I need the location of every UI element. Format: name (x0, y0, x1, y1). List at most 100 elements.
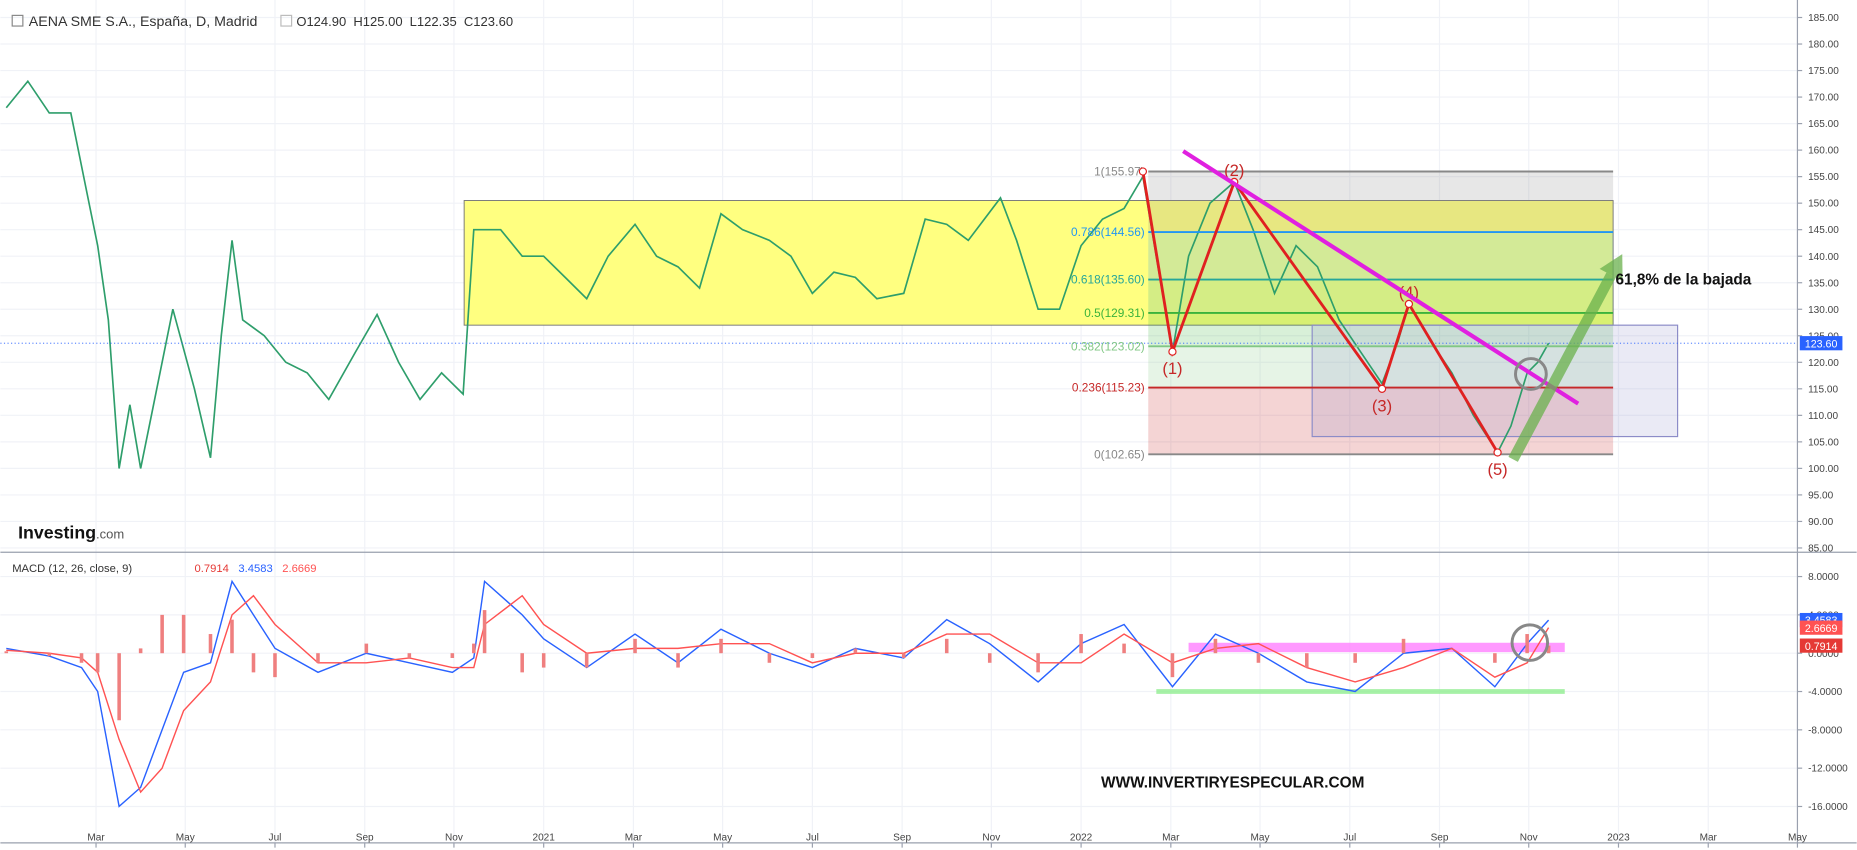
histogram-bar (316, 653, 320, 663)
histogram-bar (407, 653, 412, 658)
fib-label: 0.5(129.31) (1084, 306, 1145, 320)
histogram-bar (1170, 653, 1175, 678)
x-tick-label: Sep (356, 833, 374, 844)
histogram-bar (901, 653, 906, 658)
y-tick-label: 180.00 (1808, 40, 1839, 51)
highlight-box (1311, 324, 1679, 438)
x-tick-label: Jul (806, 833, 819, 844)
histogram-bar (676, 653, 680, 668)
collapse-icon[interactable] (11, 14, 24, 27)
histogram-bar (1401, 638, 1406, 654)
y-tick-label: 165.00 (1808, 119, 1839, 130)
histogram-bar (1122, 643, 1126, 654)
histogram-bar (1036, 653, 1040, 673)
histogram-bar (1213, 638, 1218, 654)
x-tick-label: Jul (1343, 833, 1356, 844)
y-tick-label: 150.00 (1808, 199, 1839, 210)
macd-value: 2.6669 (282, 563, 316, 575)
ohlc-value: L122.35 (410, 14, 457, 29)
histogram-bar (117, 653, 121, 721)
settings-icon[interactable] (280, 14, 293, 27)
x-tick-label: May (1788, 833, 1807, 844)
fib-label: 0(102.65) (1094, 447, 1145, 461)
y-tick-label: 170.00 (1808, 93, 1839, 104)
fib-label: 1(155.97) (1094, 165, 1145, 179)
histogram-bar (482, 610, 487, 654)
y-tick-label: -8.0000 (1808, 725, 1842, 736)
wave-point (1377, 384, 1387, 393)
y-tick-label: 110.00 (1808, 411, 1838, 422)
histogram-bar (1256, 653, 1261, 663)
histogram-bar (450, 653, 455, 658)
x-tick-label: Nov (1520, 833, 1538, 844)
value-tag-box (1799, 620, 1843, 635)
histogram-bar (987, 653, 992, 663)
x-tick-label: Mar (87, 833, 105, 844)
y-tick-label: 175.00 (1808, 66, 1839, 77)
y-tick-label: 85.00 (1808, 544, 1834, 555)
wave-label: (2) (1224, 161, 1244, 180)
y-tick-label: 100.00 (1808, 464, 1839, 475)
fib-label: 0.382(123.02) (1071, 339, 1145, 353)
fib-label: 0.236(115.23) (1072, 381, 1145, 395)
y-tick-label: -16.0000 (1808, 802, 1848, 813)
arrow-shaft (1508, 272, 1616, 462)
annotation: 61,8% de la bajada (1615, 271, 1751, 288)
histogram-bar (520, 653, 524, 673)
histogram-bar (853, 648, 858, 654)
y-tick-label: 95.00 (1808, 490, 1834, 501)
fib-zone (1148, 279, 1614, 313)
y-tick-label: 8.0000 (1808, 572, 1839, 583)
histogram-bar (1493, 653, 1497, 663)
histogram-bar (230, 619, 234, 654)
wave-point (1404, 299, 1414, 309)
histogram-bar (273, 653, 277, 678)
y-tick-label: 160.00 (1808, 146, 1839, 157)
histogram-bar (138, 648, 143, 654)
right-axis-background (1797, 0, 1857, 850)
histogram-bar (251, 653, 256, 673)
value-tag-box (1799, 638, 1843, 653)
histogram-bar (181, 614, 186, 654)
trendline (1182, 149, 1580, 406)
x-tick-label: 2021 (533, 833, 556, 844)
histogram-bar (1546, 645, 1551, 654)
histogram-bar (1353, 653, 1357, 663)
logo-name: Investing (18, 523, 96, 543)
histogram-bar (472, 643, 476, 654)
y-tick-label: 135.00 (1808, 278, 1839, 289)
x-tick-label: Mar (625, 833, 643, 844)
histogram-bar (944, 638, 949, 654)
fib-zone (1148, 312, 1614, 347)
highlight-circle (1510, 623, 1550, 662)
histogram-bar (47, 653, 52, 657)
price-tag: 123.60 (1805, 338, 1838, 350)
watermark: WWW.INVERTIRYESPECULAR.COM (1101, 774, 1364, 791)
wave-label: (5) (1487, 460, 1507, 479)
y-tick-label: 90.00 (1808, 517, 1834, 528)
logo-suffix: .com (96, 527, 124, 542)
x-tick-label: 2023 (1607, 833, 1630, 844)
histogram-bar (810, 653, 815, 658)
x-tick-label: Sep (893, 833, 911, 844)
histogram-bar (767, 653, 772, 663)
histogram-bar (1079, 634, 1083, 654)
y-tick-label: 130.00 (1808, 305, 1839, 316)
y-tick-label: 115.00 (1808, 384, 1838, 395)
y-tick-label: 120.00 (1808, 358, 1839, 369)
arrow-head (1599, 254, 1623, 282)
macd-value: 3.4583 (238, 563, 272, 575)
wave-point (1493, 448, 1502, 457)
x-tick-label: May (176, 833, 195, 844)
histogram-bar (208, 634, 213, 654)
fib-label: 0.618(135.60) (1071, 273, 1145, 287)
fib-label: 0.786(144.56) (1071, 225, 1145, 239)
macd-title: MACD (12, 26, close, 9) (12, 563, 132, 575)
wave-label: (1) (1162, 359, 1182, 378)
x-tick-label: Mar (1162, 833, 1180, 844)
y-tick-label: 185.00 (1808, 13, 1839, 24)
wave-label: (3) (1372, 396, 1392, 415)
highlight-circle (1514, 357, 1548, 391)
symbol-title: AENA SME S.A., España, D, Madrid (29, 14, 258, 30)
